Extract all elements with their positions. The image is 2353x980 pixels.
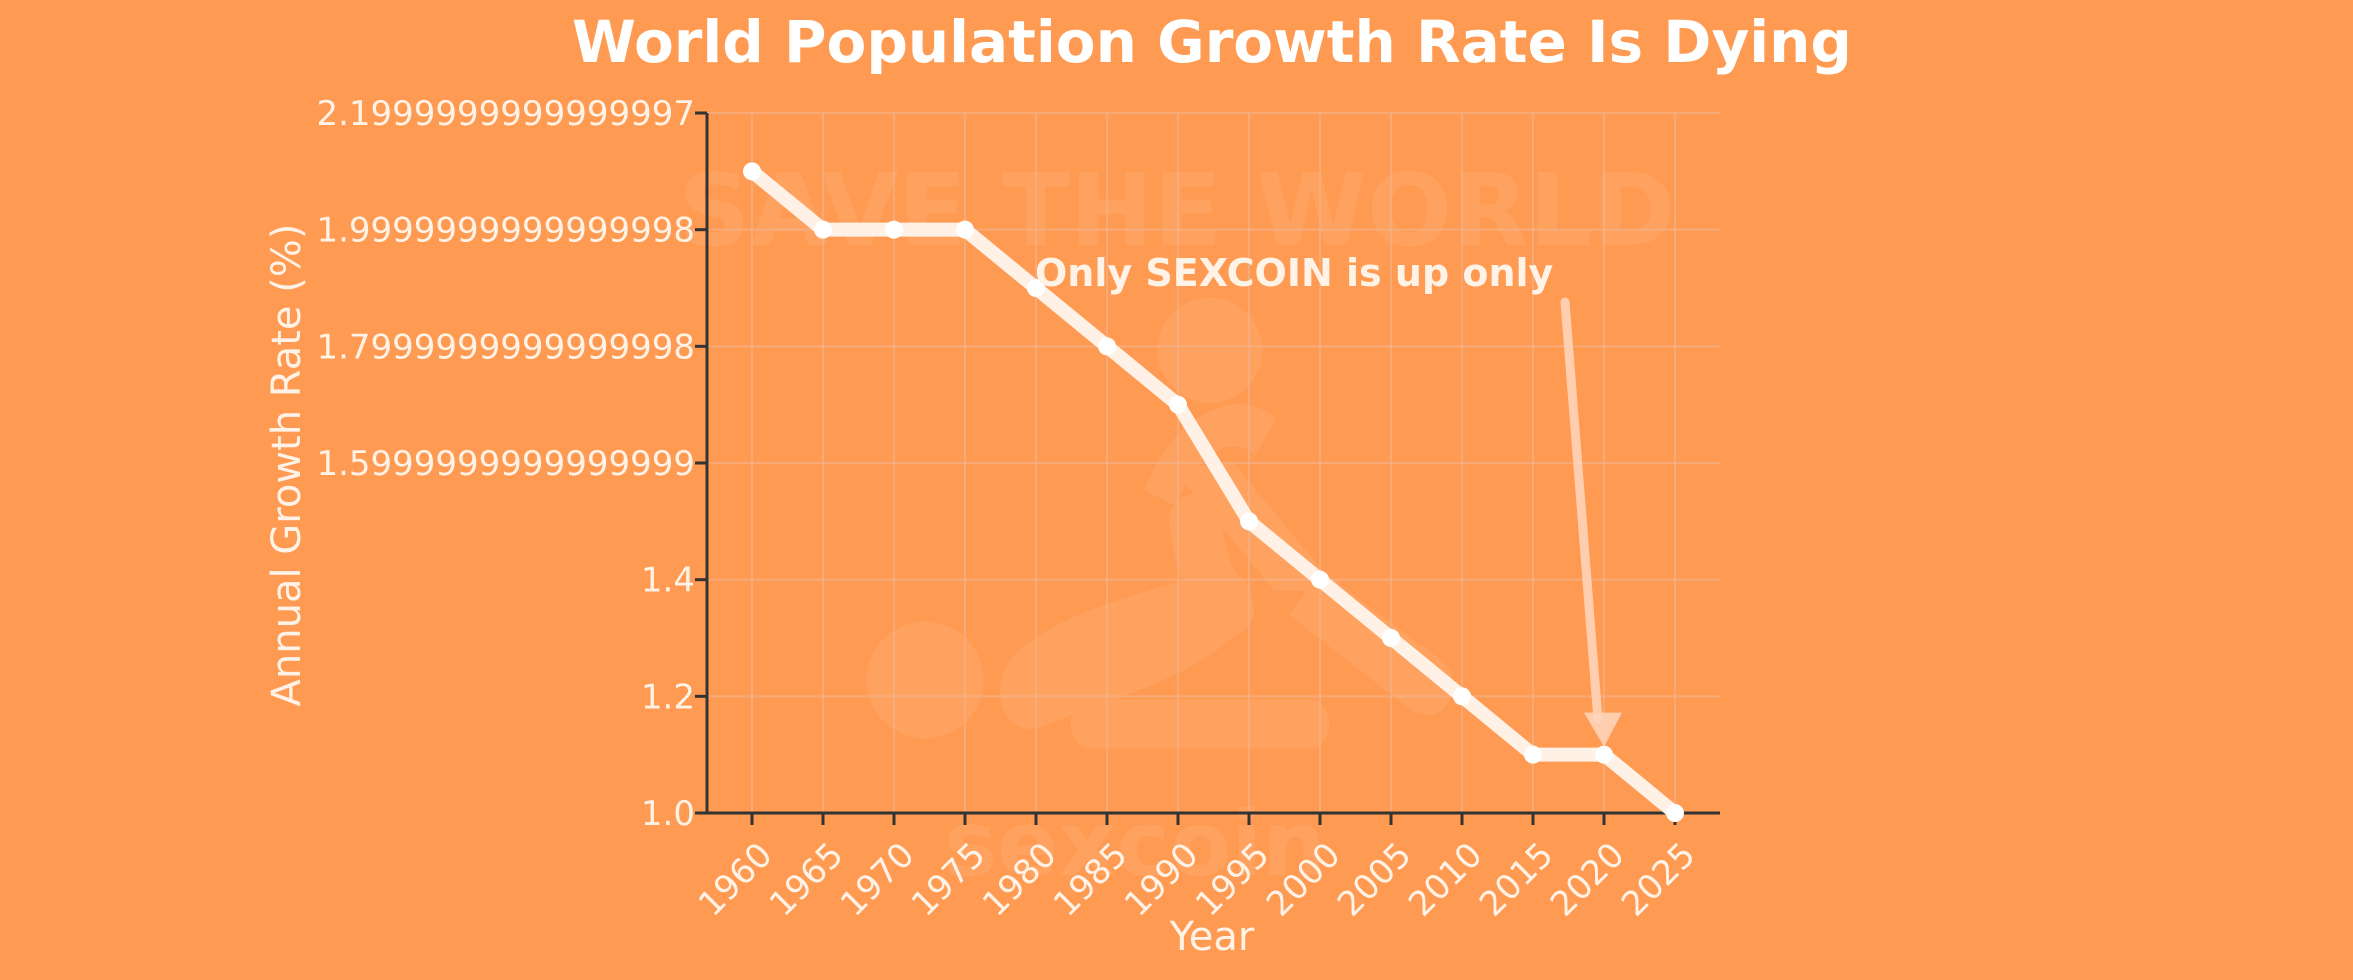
series-line (745, 164, 1682, 820)
x-tick-label-0: 1960 (691, 835, 780, 924)
x-axis-label: Year (1169, 914, 1255, 960)
y-tick-label-5: 1.9999999999999998 (316, 211, 695, 251)
series-points (743, 162, 1684, 822)
x-tick-label-11: 2015 (1472, 835, 1561, 924)
watermark-figures (866, 297, 1454, 749)
data-point-1970 (885, 220, 903, 239)
data-point-1995 (1240, 512, 1258, 531)
y-tick-label-4: 1.7999999999999998 (316, 327, 695, 367)
data-point-2020 (1595, 745, 1613, 764)
annotation-text: Only SEXCOIN is up only (1035, 251, 1554, 295)
x-tick-label-10: 2010 (1401, 835, 1490, 924)
data-point-2005 (1382, 629, 1400, 647)
y-axis-label: Annual Growth Rate (%) (264, 224, 310, 707)
y-tick-label-3: 1.5999999999999999 (316, 444, 695, 484)
annotation-arrowhead (1584, 712, 1622, 747)
y-tick-label-2: 1.4 (641, 561, 695, 601)
data-point-1985 (1098, 337, 1116, 356)
data-point-1975 (956, 220, 974, 239)
data-point-1980 (1027, 279, 1045, 297)
data-point-1960 (743, 162, 761, 181)
chart-title: World Population Growth Rate Is Dying (572, 8, 1852, 76)
y-tick-label-0: 1.0 (641, 794, 695, 834)
y-tick-label-1: 1.2 (641, 677, 695, 717)
data-point-2015 (1524, 745, 1542, 764)
x-tick-label-12: 2020 (1543, 835, 1632, 924)
x-tick-label-13: 2025 (1614, 835, 1703, 924)
data-point-1965 (814, 220, 832, 239)
y-tick-label-6: 2.1999999999999997 (316, 94, 695, 134)
y-ticks: 1.0 1.2 1.4 1.5999999999999999 1.79999999999… (316, 94, 707, 834)
data-point-1990 (1169, 395, 1187, 414)
x-tick-label-1: 1965 (762, 835, 851, 924)
x-tick-label-2: 1970 (833, 835, 922, 924)
watermark-logo-text: sexcoin (944, 792, 1327, 897)
x-tick-label-9: 2005 (1330, 835, 1419, 924)
data-point-2010 (1453, 687, 1471, 706)
annotation-arrow (1560, 297, 1603, 725)
data-point-2000 (1311, 570, 1329, 589)
data-point-2025 (1666, 804, 1684, 822)
